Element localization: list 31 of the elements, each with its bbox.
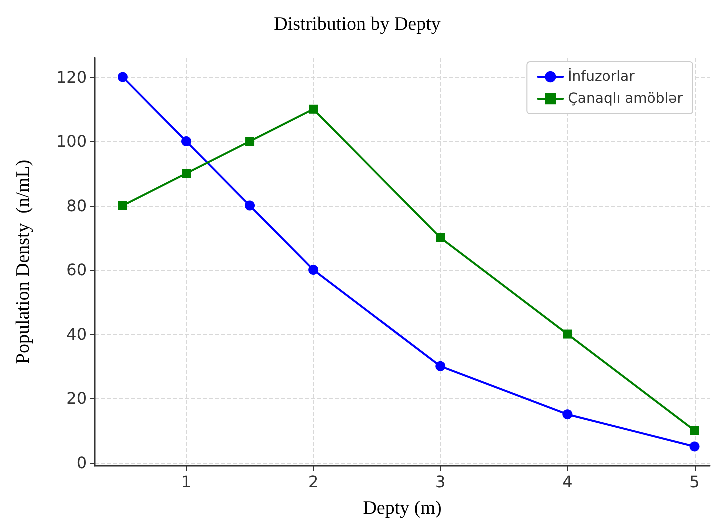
point — [690, 426, 700, 436]
x-tick-label: 5 — [690, 472, 700, 492]
x-tick-label: 1 — [181, 472, 192, 492]
point — [245, 200, 256, 211]
point — [309, 104, 318, 114]
x-axis-title: Depty (m) — [363, 498, 442, 519]
y-tick-label: 60 — [66, 260, 87, 280]
point — [562, 410, 573, 420]
point — [246, 137, 255, 146]
legend-label: İnfuzorlar — [568, 68, 636, 85]
x-tick-label: 2 — [308, 472, 319, 492]
legend-label: Çanaqlı amöblər — [568, 91, 684, 107]
point — [308, 265, 319, 276]
point — [436, 233, 446, 242]
point — [118, 72, 128, 82]
point — [436, 361, 446, 372]
y-tick-label: 100 — [56, 132, 87, 152]
y-tick-label: 40 — [66, 324, 87, 344]
point — [118, 201, 128, 210]
point — [563, 330, 572, 339]
y-tick-label: 0 — [76, 453, 87, 472]
x-tick-label: 3 — [436, 472, 446, 492]
y-tick-label: 20 — [66, 389, 87, 408]
x-tick-label: 4 — [562, 472, 573, 492]
point — [690, 442, 700, 452]
y-tick-label: 80 — [66, 196, 87, 216]
y-axis-title: Population Densty (n/mL) — [13, 160, 34, 364]
chart-title: Distribution by Depty — [274, 14, 442, 35]
point — [182, 169, 191, 178]
y-tick-label: 120 — [56, 68, 87, 87]
point — [182, 136, 192, 147]
